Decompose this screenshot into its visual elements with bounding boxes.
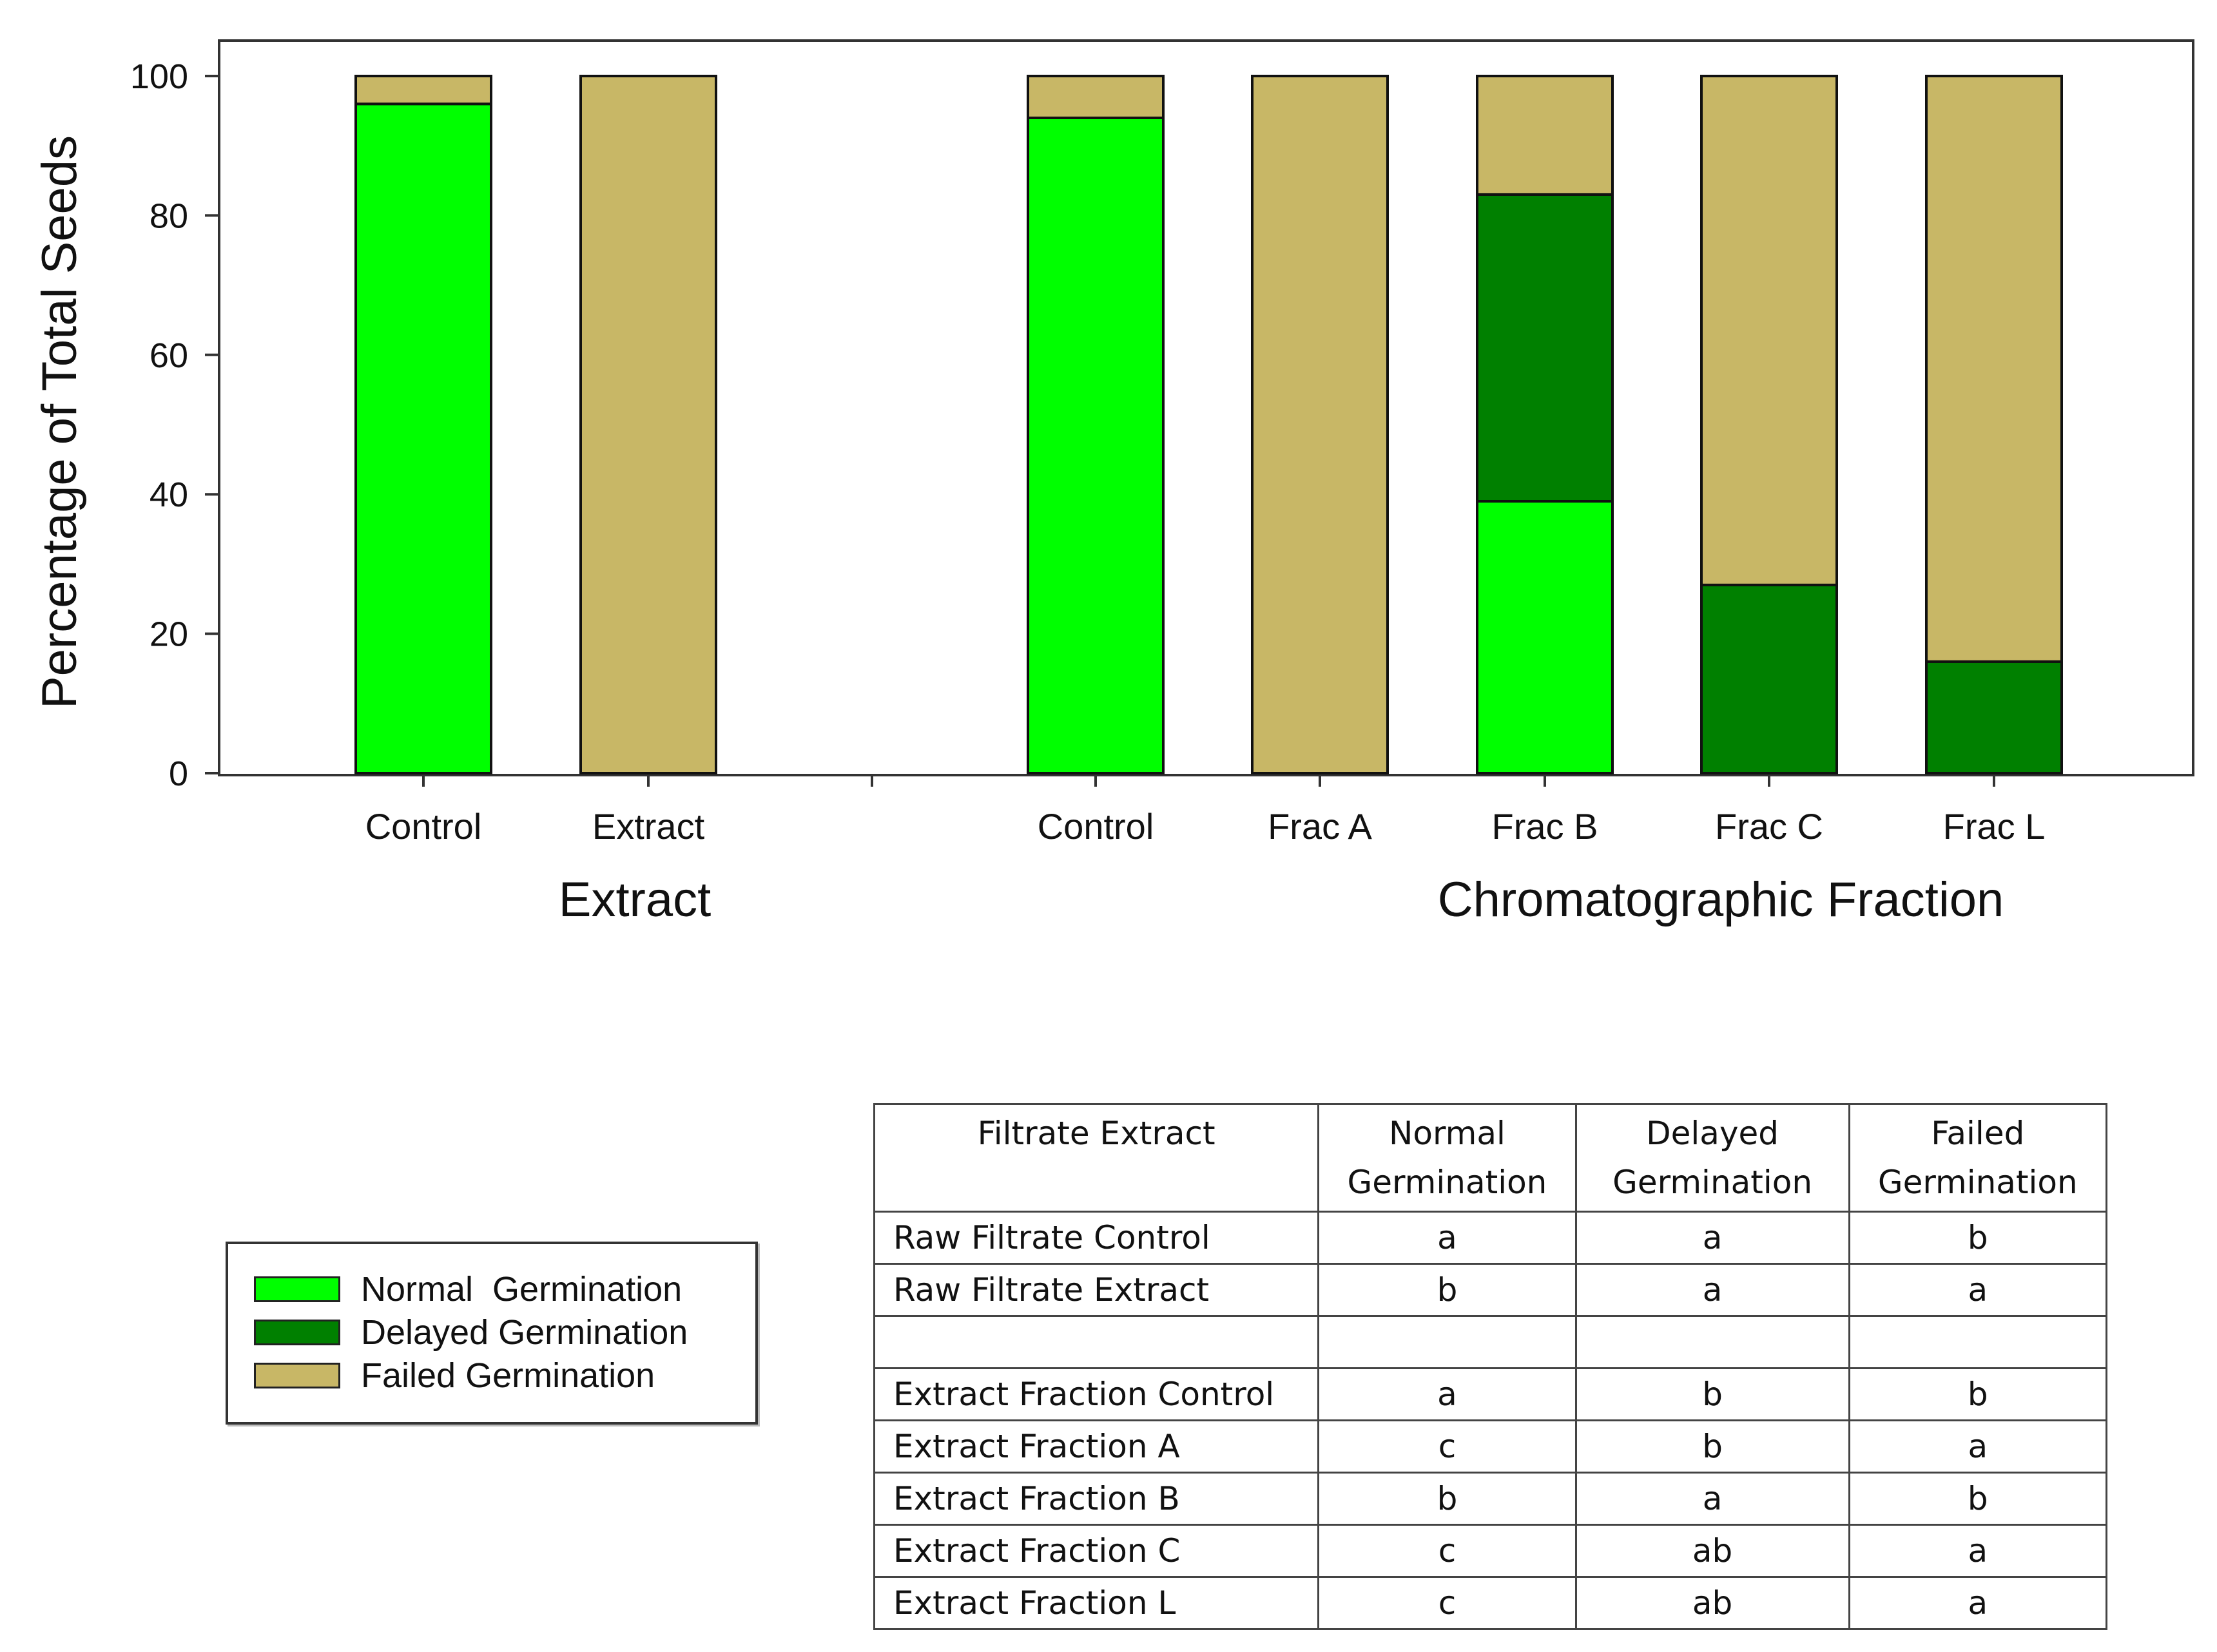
y-tick-label-1: 0: [169, 754, 188, 793]
header-failed-germination: Failed Germination: [1848, 1103, 2108, 1213]
chart-legend: Normal Germination Delayed Germination F…: [226, 1242, 758, 1425]
table-row-label: Raw Filtrate Control: [873, 1211, 1320, 1265]
x-tick-label-5: Frac B: [1492, 806, 1598, 847]
table-cell: [1574, 1315, 1850, 1369]
y-tick-label-5: 80: [150, 197, 188, 235]
bar-5-series-1: [1476, 500, 1614, 775]
table-cell: a: [1848, 1524, 2108, 1578]
significance-table: Filtrate Extract Normal Germination Dela…: [873, 1103, 2108, 1630]
x-tick-label-1: Control: [365, 806, 482, 847]
table-cell: ab: [1574, 1576, 1850, 1630]
header-normal-germination: Normal Germination: [1317, 1103, 1577, 1213]
bar-2-series-3: [579, 75, 717, 774]
legend-swatch-failed: [254, 1363, 340, 1388]
table-cell: c: [1317, 1524, 1577, 1578]
table-cell: [1317, 1315, 1577, 1369]
table-row: [873, 1315, 2108, 1369]
y-axis-label: Percentage of Total Seeds: [32, 135, 87, 709]
x-tick-label-3: Control: [1038, 806, 1154, 847]
table-row-label: Extract Fraction B: [873, 1472, 1320, 1526]
table-row: Raw Filtrate Control a a b: [873, 1211, 2108, 1265]
table-row-label: [873, 1315, 1320, 1369]
table-cell: c: [1317, 1576, 1577, 1630]
group-label-chromatographic-fraction: Chromatographic Fraction: [1438, 872, 2004, 927]
table-cell: b: [1317, 1472, 1577, 1526]
table-cell: b: [1574, 1419, 1850, 1474]
table-cell: a: [1848, 1419, 2108, 1474]
bar-1-series-3: [354, 75, 492, 106]
table-cell: c: [1317, 1419, 1577, 1474]
table-cell: a: [1848, 1576, 2108, 1630]
bar-6-series-2: [1700, 583, 1838, 774]
table-cell: a: [1574, 1472, 1850, 1526]
legend-item-normal: Normal Germination: [254, 1270, 682, 1309]
table-cell: a: [1574, 1211, 1850, 1265]
y-tick-label-4: 60: [150, 336, 188, 375]
bar-3-series-1: [1027, 116, 1165, 775]
y-tick-label-3: 40: [150, 475, 188, 514]
bar-4-series-3: [1251, 75, 1389, 774]
legend-label-normal: Normal Germination: [361, 1270, 683, 1309]
bar-1-series-1: [354, 102, 492, 774]
bar-3-series-3: [1027, 75, 1165, 119]
legend-item-delayed: Delayed Germination: [254, 1313, 688, 1352]
table-row: Extract Fraction Control a b b: [873, 1367, 2108, 1421]
table-cell: b: [1317, 1263, 1577, 1317]
table-row-label: Extract Fraction A: [873, 1419, 1320, 1474]
bar-7-series-2: [1925, 660, 2063, 774]
x-tick-label-2: Extract: [592, 806, 705, 847]
bar-6-series-3: [1700, 75, 1838, 586]
header-filtrate-extract: Filtrate Extract: [873, 1103, 1320, 1213]
x-tick-label-7: Frac L: [1943, 806, 2046, 847]
table-header-row: Filtrate Extract Normal Germination Dela…: [873, 1103, 2108, 1213]
table-cell: b: [1848, 1211, 2108, 1265]
table-cell: [1848, 1315, 2108, 1369]
group-label-extract: Extract: [559, 872, 712, 927]
y-tick-label-2: 20: [150, 615, 188, 654]
bar-5-series-3: [1476, 75, 1614, 196]
bar-7-series-3: [1925, 75, 2063, 663]
bar-5-series-2: [1476, 193, 1614, 503]
table-row-label: Raw Filtrate Extract: [873, 1263, 1320, 1317]
legend-swatch-normal: [254, 1276, 340, 1302]
table-row: Raw Filtrate Extract b a a: [873, 1263, 2108, 1317]
stacked-bar-chart: Control Extract Control Frac A Frac B Frac C F…: [32, 39, 2194, 927]
table-cell: a: [1317, 1367, 1577, 1421]
plot-frame: [218, 39, 2194, 776]
header-delayed-germination: Delayed Germination: [1574, 1103, 1850, 1213]
table-row-label: Extract Fraction C: [873, 1524, 1320, 1578]
table-cell: b: [1574, 1367, 1850, 1421]
table-row-label: Extract Fraction L: [873, 1576, 1320, 1630]
table-cell: a: [1574, 1263, 1850, 1317]
x-tick-label-6: Frac C: [1715, 806, 1823, 847]
table-row-label: Extract Fraction Control: [873, 1367, 1320, 1421]
legend-item-failed: Failed Germination: [254, 1356, 655, 1395]
table-cell: ab: [1574, 1524, 1850, 1578]
table-cell: a: [1848, 1263, 2108, 1317]
legend-swatch-delayed: [254, 1320, 340, 1345]
table-cell: b: [1848, 1472, 2108, 1526]
y-tick-label-6: 100: [130, 57, 188, 96]
x-tick-label-4: Frac A: [1268, 806, 1372, 847]
table-cell: b: [1848, 1367, 2108, 1421]
table-cell: a: [1317, 1211, 1577, 1265]
legend-label-delayed: Delayed Germination: [361, 1313, 688, 1352]
legend-label-failed: Failed Germination: [361, 1356, 655, 1395]
